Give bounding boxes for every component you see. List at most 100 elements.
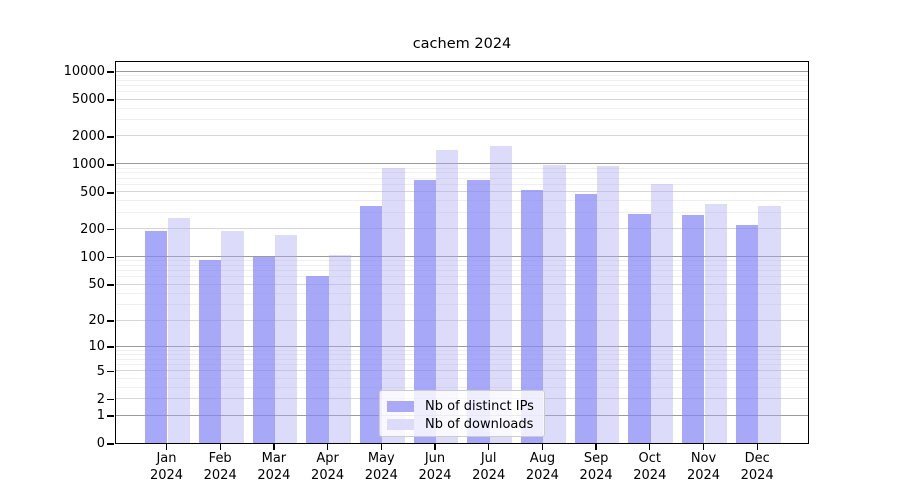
gridline bbox=[116, 256, 808, 258]
x-tick-mark bbox=[165, 444, 168, 450]
y-tick-label: 50 bbox=[88, 277, 105, 293]
y-tick-mark bbox=[107, 443, 114, 445]
x-tick-mark bbox=[434, 444, 436, 450]
x-tick-label: Mar 2024 bbox=[242, 451, 306, 484]
y-tick-mark bbox=[107, 229, 114, 231]
y-tick-mark bbox=[107, 256, 114, 259]
bar-downloads bbox=[274, 235, 298, 443]
x-tick-mark bbox=[380, 444, 382, 450]
gridline bbox=[116, 276, 808, 278]
x-tick-mark bbox=[541, 444, 544, 450]
y-tick-mark bbox=[107, 284, 114, 286]
gridline bbox=[116, 177, 808, 179]
gridline bbox=[116, 303, 808, 305]
legend: Nb of distinct IPs Nb of downloads bbox=[379, 390, 545, 437]
legend-swatch bbox=[387, 418, 414, 430]
y-tick-mark bbox=[107, 370, 114, 373]
y-tick-mark bbox=[107, 164, 114, 166]
y-tick-label: 200 bbox=[80, 221, 105, 237]
x-tick-mark bbox=[219, 444, 221, 450]
gridline bbox=[116, 377, 808, 379]
y-tick-mark bbox=[107, 320, 114, 322]
gridline bbox=[116, 191, 808, 193]
y-tick-label: 1000 bbox=[71, 156, 105, 172]
y-tick-label: 2 bbox=[96, 391, 105, 407]
x-tick-month: Aug bbox=[529, 451, 556, 466]
x-tick-label: Jul 2024 bbox=[457, 451, 521, 484]
x-tick-month: Feb bbox=[208, 451, 232, 466]
y-tick-label: 1 bbox=[96, 408, 105, 423]
y-tick-mark bbox=[107, 346, 114, 348]
chart-title: cachem 2024 bbox=[412, 36, 512, 52]
x-tick-year: 2024 bbox=[633, 467, 667, 483]
y-tick-mark bbox=[107, 136, 114, 138]
gridline bbox=[116, 353, 808, 355]
gridline bbox=[116, 349, 808, 351]
bar-distinct-ips bbox=[735, 224, 759, 443]
gridline bbox=[116, 107, 808, 109]
x-tick-month: Jul bbox=[480, 451, 497, 466]
gridline bbox=[116, 184, 808, 186]
x-tick-year: 2024 bbox=[686, 467, 721, 483]
x-tick-year: 2024 bbox=[311, 467, 345, 483]
gridline bbox=[116, 98, 808, 100]
x-tick-mark bbox=[273, 444, 275, 450]
gridline bbox=[116, 319, 808, 321]
x-tick-month: Dec bbox=[744, 451, 770, 466]
x-tick-label: Apr 2024 bbox=[296, 451, 360, 484]
y-tick-mark bbox=[107, 192, 114, 194]
x-tick-label: Feb 2024 bbox=[188, 451, 252, 484]
x-tick-mark bbox=[702, 444, 705, 450]
x-tick-mark bbox=[649, 444, 651, 450]
x-tick-month: Sep bbox=[583, 451, 609, 466]
bar-downloads bbox=[704, 203, 727, 443]
gridline bbox=[116, 200, 808, 202]
gridline bbox=[116, 84, 808, 86]
gridline bbox=[116, 212, 808, 213]
gridline bbox=[116, 163, 808, 165]
y-tick-label: 20 bbox=[88, 313, 105, 329]
x-tick-year: 2024 bbox=[203, 467, 237, 483]
x-tick-month: Apr bbox=[316, 451, 339, 466]
gridline bbox=[116, 265, 808, 267]
x-tick-mark bbox=[756, 444, 758, 450]
gridline bbox=[116, 119, 808, 121]
bar-distinct-ips bbox=[467, 180, 490, 443]
bar-downloads bbox=[328, 255, 351, 443]
y-tick-label: 100 bbox=[80, 249, 105, 265]
bar-distinct-ips bbox=[413, 179, 436, 443]
y-tick-mark bbox=[107, 415, 114, 417]
bar-downloads bbox=[167, 218, 190, 443]
x-tick-year: 2024 bbox=[472, 467, 506, 483]
x-tick-month: Mar bbox=[261, 451, 287, 466]
x-tick-mark bbox=[488, 444, 490, 450]
bar-distinct-ips bbox=[574, 194, 598, 443]
x-tick-label: Jun 2024 bbox=[403, 451, 467, 484]
bar-downloads bbox=[489, 146, 513, 443]
gridline bbox=[116, 172, 808, 174]
plot-area bbox=[115, 61, 809, 444]
bar-downloads bbox=[597, 166, 620, 443]
x-tick-year: 2024 bbox=[579, 467, 613, 483]
y-tick-label: 10000 bbox=[63, 63, 105, 79]
bar-downloads bbox=[758, 206, 781, 443]
y-tick-label: 0 bbox=[96, 436, 105, 451]
legend-label: Nb of downloads bbox=[425, 416, 534, 432]
gridline bbox=[116, 228, 808, 230]
legend-entry: Nb of distinct IPs bbox=[387, 397, 537, 415]
legend-label: Nb of distinct IPs bbox=[425, 398, 534, 414]
gridline bbox=[116, 363, 808, 365]
x-tick-year: 2024 bbox=[149, 467, 184, 483]
bar-distinct-ips bbox=[198, 259, 222, 443]
x-tick-label: Dec 2024 bbox=[725, 451, 789, 484]
gridline bbox=[116, 167, 808, 169]
gridline bbox=[116, 292, 808, 294]
gridline bbox=[116, 70, 808, 72]
bar-distinct-ips bbox=[252, 256, 275, 443]
bar-distinct-ips bbox=[682, 215, 705, 443]
x-tick-month: Nov bbox=[690, 451, 717, 466]
bar-downloads bbox=[543, 164, 566, 443]
y-tick-label: 5 bbox=[96, 363, 105, 379]
gridline bbox=[116, 386, 808, 388]
